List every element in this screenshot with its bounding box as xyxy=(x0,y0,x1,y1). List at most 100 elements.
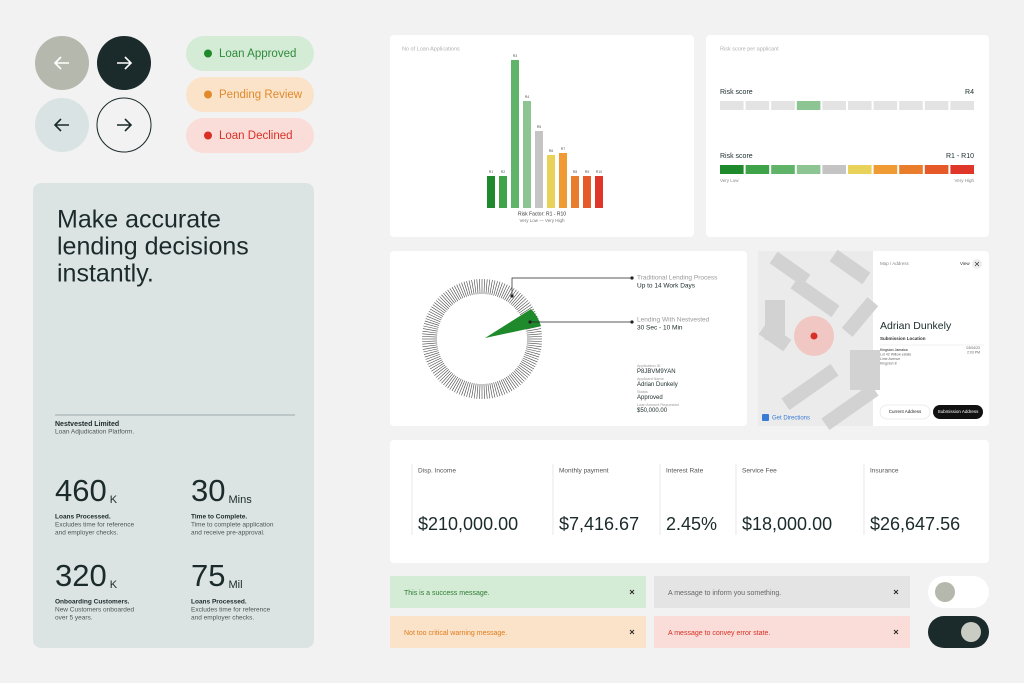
radial-tick xyxy=(426,315,441,323)
bar-label: R2 xyxy=(501,170,506,174)
risk-segment xyxy=(771,101,795,110)
radial-tick xyxy=(518,364,532,374)
radial-tick xyxy=(493,382,498,398)
radial-tick xyxy=(432,304,446,314)
finance-label: Disp. Income xyxy=(418,468,456,475)
finance-label: Interest Rate xyxy=(666,468,704,475)
radial-tick xyxy=(498,283,506,298)
radial-tick xyxy=(423,325,439,330)
address-line: Kingston Jamaica xyxy=(880,348,908,352)
application-value: Adrian Dunkely xyxy=(637,382,678,388)
radial-tick xyxy=(487,383,491,399)
radial-tick xyxy=(518,304,532,314)
radial-tick xyxy=(500,284,508,299)
directions-link[interactable]: Get Directions xyxy=(772,416,810,422)
company-name: Nestvested Limited xyxy=(55,421,119,428)
radial-tick xyxy=(505,288,515,302)
stat-value: 320 xyxy=(55,558,107,593)
finance-value: $7,416.67 xyxy=(559,514,639,534)
radial-tick xyxy=(516,300,529,311)
risk-low: Very Low xyxy=(720,178,739,183)
toast-close[interactable] xyxy=(893,629,899,635)
bar xyxy=(583,176,591,208)
nav-button[interactable] xyxy=(96,97,152,153)
finance-label: Monthly payment xyxy=(559,468,609,475)
radial-tick xyxy=(451,286,460,301)
stat-description: New Customers onboarded xyxy=(55,607,135,614)
radial-tick xyxy=(461,381,467,396)
connector xyxy=(511,277,632,296)
toast-close[interactable] xyxy=(629,589,635,595)
risk-label: Risk score xyxy=(720,153,753,160)
bar-label: R3 xyxy=(513,54,518,58)
status-dot xyxy=(204,131,212,140)
radial-tick xyxy=(476,279,479,295)
radial-tick xyxy=(454,378,462,393)
bar-label: R10 xyxy=(596,170,602,174)
radial-tick xyxy=(456,379,464,394)
address-line: Kingston 8 xyxy=(880,361,897,365)
radial-tick xyxy=(437,298,450,309)
radial-tick xyxy=(426,355,441,363)
radial-tick xyxy=(451,377,460,392)
radial-tick xyxy=(510,373,521,386)
radial-tick xyxy=(526,333,542,336)
radial-tick xyxy=(504,377,513,392)
toast-close[interactable] xyxy=(629,629,635,635)
radial-tick xyxy=(495,281,501,297)
risk-segment xyxy=(848,101,872,110)
bar xyxy=(499,176,507,208)
stat-value: 75 xyxy=(191,558,225,593)
map-header: Map / Address xyxy=(880,261,910,266)
button-current[interactable] xyxy=(879,404,931,420)
button-label: Current Address xyxy=(889,409,922,414)
radial-tick xyxy=(422,336,438,338)
timeline-label: Lending With Nestvested xyxy=(637,317,710,324)
application-label: Applicant Name xyxy=(637,377,664,381)
arrow-icon xyxy=(53,56,69,70)
radial-tick xyxy=(509,374,519,387)
radial-tick xyxy=(434,302,447,312)
radial-tick xyxy=(443,373,454,386)
status-pill xyxy=(186,77,314,112)
radial-tick xyxy=(463,381,469,397)
radial-tick xyxy=(429,361,444,370)
radial-tick xyxy=(502,378,510,393)
radial-tick xyxy=(526,330,542,334)
radial-tick xyxy=(500,379,508,394)
risk-segment xyxy=(822,101,846,110)
risk-segment xyxy=(745,165,770,174)
radial-tick xyxy=(523,355,538,363)
radial-tick xyxy=(435,367,448,378)
radial-tick xyxy=(435,300,448,311)
button-submission[interactable] xyxy=(933,405,983,419)
radial-tick xyxy=(504,286,513,301)
stat-unit: K xyxy=(110,494,118,506)
toast-close[interactable] xyxy=(893,589,899,595)
risk-segment xyxy=(899,165,923,174)
radial-tick xyxy=(517,302,530,312)
directions-icon xyxy=(762,414,769,421)
risk-value: R4 xyxy=(965,89,974,96)
application-label: Application ID xyxy=(637,364,661,368)
radial-tick xyxy=(428,359,443,367)
radial-tick xyxy=(526,346,542,350)
stat-title: Loans Processed. xyxy=(55,514,111,521)
radial-tick xyxy=(471,383,475,399)
radial-tick xyxy=(520,361,535,370)
x-axis-label: Risk Factor: R1 - R10 xyxy=(518,211,566,217)
radial-tick xyxy=(479,279,481,295)
radial-tick xyxy=(429,308,444,317)
application-value: P8JBVM9YAN xyxy=(637,369,676,375)
risk-segment xyxy=(924,101,949,110)
connector-dot xyxy=(630,320,634,324)
radial-tick xyxy=(432,364,446,374)
chart-title: No of Loan Applications xyxy=(402,46,460,52)
radial-tick xyxy=(493,280,498,296)
radial-tick xyxy=(476,383,479,399)
radial-tick xyxy=(526,328,542,332)
radial-tick xyxy=(439,370,451,382)
bar-label: R6 xyxy=(549,149,554,153)
toggle-knob xyxy=(961,622,981,642)
